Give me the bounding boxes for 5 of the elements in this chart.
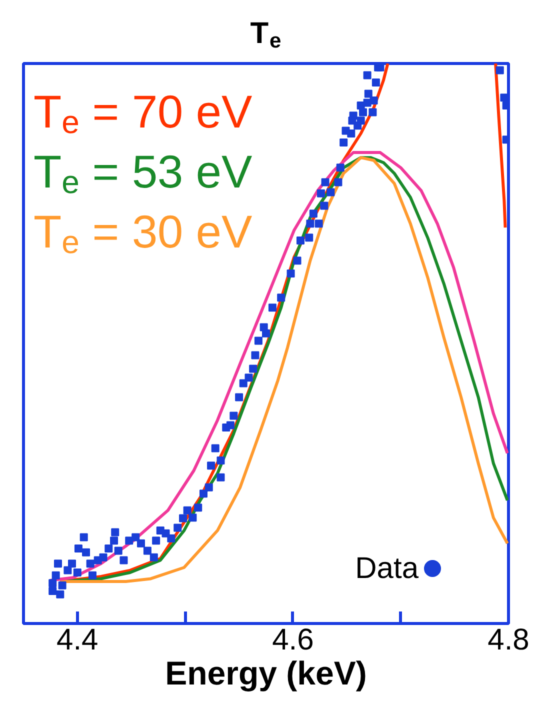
x-tick-label: 4.8	[488, 624, 530, 656]
legend-label: Data	[355, 552, 419, 585]
x-tick-label: 4.4	[56, 624, 98, 656]
x-tick-label: 4.6	[272, 624, 314, 656]
x-axis-title: Energy (keV)	[165, 654, 367, 692]
